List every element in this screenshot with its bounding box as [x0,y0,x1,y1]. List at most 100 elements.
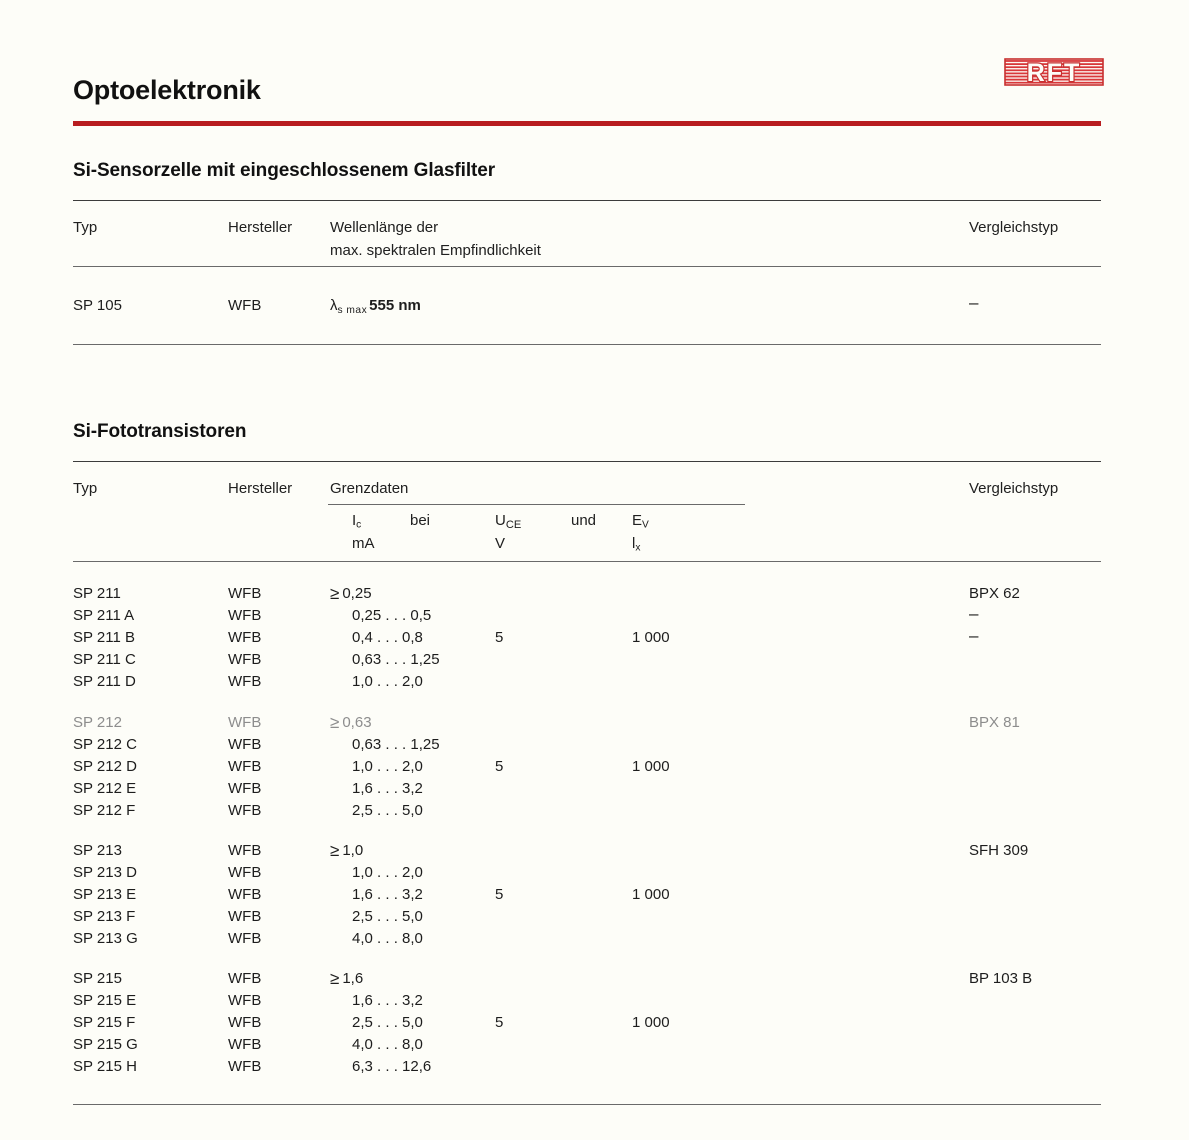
table-row: WFB [228,802,262,819]
lambda-subscript: s max [337,304,368,316]
table2-grenzdaten-rule [328,504,745,505]
table-row: 5 [495,886,504,903]
section-title-sensorzelle: Si-Sensorzelle mit eingeschlossenem Glas… [73,160,496,181]
table1-row-vergleichstyp: – [969,293,979,312]
table-row: WFB [228,736,262,753]
ic-value: 1,0 [342,842,364,859]
table-row: 0,4 . . . 0,8 [352,629,423,646]
table-row: 1 000 [632,886,670,903]
table-row: 1 000 [632,629,670,646]
table-row: SP 211 B [73,629,135,646]
table1-row-wavelength: λs max 555 nm [330,298,421,316]
table1-header-rule [73,266,1101,267]
wavelength-value: 555 nm [369,297,421,314]
table-row: 1 000 [632,1014,670,1031]
ev-symbol: E [632,512,643,529]
table-row: SP 211 D [73,673,136,690]
table-row: SP 212 E [73,780,137,797]
table2-subcol-ev: EV [632,513,649,531]
table1-col-wellenlaenge-line1: Wellenlänge der [330,219,439,236]
table-row: SP 213 G [73,930,138,947]
table2-col-typ: Typ [73,480,98,497]
ic-value: 0,63 [342,714,372,731]
table2-subcol-ic-unit: mA [352,535,375,552]
table-row: SP 215 G [73,1036,138,1053]
table-row: 2,5 . . . 5,0 [352,802,423,819]
ix-symbol: l [632,535,636,552]
table-row: WFB [228,970,262,987]
table2-header-rule [73,561,1101,562]
header-accent-rule [73,121,1101,126]
ix-subscript: x [635,542,641,554]
uce-subscript: CE [505,518,522,531]
table-row: WFB [228,758,262,775]
geq-icon: ≥ [330,713,340,732]
uce-symbol: U [495,512,506,529]
ic-value: 1,6 [342,970,364,987]
table-row: 1,6 . . . 3,2 [352,780,423,797]
table-row: 1,0 . . . 2,0 [352,673,423,690]
table2-subcol-uce: UCE [495,513,521,531]
table-row: SP 212 C [73,736,137,753]
table1-col-vergleichstyp: Vergleichstyp [969,219,1059,236]
table-row: 1,6 . . . 3,2 [352,992,423,1009]
table-row: WFB [228,886,262,903]
table2-subcol-uce-unit: V [495,535,506,552]
table-row: BPX 81 [969,714,1020,731]
table-row: SP 213 D [73,864,137,881]
table-row: SP 213 F [73,908,136,925]
table-row: SP 212 D [73,758,137,775]
table-row: 1,6 . . . 3,2 [352,886,423,903]
table-row: WFB [228,780,262,797]
page-title: Optoelektronik [73,75,261,105]
table-row: WFB [228,842,262,859]
table-row: 1 000 [632,758,670,775]
table1-bottom-rule [73,344,1101,345]
table2-subcol-ic: Ic [352,513,361,531]
table-row: WFB [228,930,262,947]
table-row: 4,0 . . . 8,0 [352,1036,423,1053]
ic-subscript: c [356,519,362,531]
table-row: WFB [228,864,262,881]
table-row: SP 213 E [73,886,137,903]
table-row: – [969,626,979,645]
table-row: SP 215 F [73,1014,136,1031]
svg-text:RFT: RFT [1027,59,1082,87]
table-row: 1,0 . . . 2,0 [352,864,423,881]
table2-subcol-ev-unit: lx [632,536,640,554]
table-row: SP 215 H [73,1058,137,1075]
table-row: 5 [495,758,504,775]
table-row: WFB [228,1058,262,1075]
table2-subcol-bei: bei [410,512,431,529]
table-row: SFH 309 [969,842,1029,859]
section-title-fototransistoren: Si-Fototransistoren [73,421,247,442]
ev-subscript: V [642,519,649,531]
table-row: ≥1,0 [330,842,363,859]
table-row: WFB [228,908,262,925]
table-row: WFB [228,607,262,624]
table1-col-typ: Typ [73,219,98,236]
table-row: WFB [228,1014,262,1031]
table-row: 5 [495,629,504,646]
table-row: ≥0,63 [330,714,372,731]
table-row: 2,5 . . . 5,0 [352,908,423,925]
table-row: SP 211 C [73,651,136,668]
table-row: 0,63 . . . 1,25 [352,651,440,668]
table-row: BP 103 B [969,970,1033,987]
table-row: 2,5 . . . 5,0 [352,1014,423,1031]
geq-icon: ≥ [330,841,340,860]
geq-icon: ≥ [330,584,340,603]
table-row: BPX 62 [969,585,1020,602]
table1-row-typ: SP 105 [73,297,122,314]
svg-text:RFT: RFT [1027,59,1082,87]
table2-bottom-rule [73,1104,1101,1105]
ic-symbol: I [352,512,357,529]
table2-col-hersteller: Hersteller [228,480,293,497]
ic-value: 0,25 [342,585,372,602]
table-row: ≥1,6 [330,970,363,987]
table2-subcol-und: und [571,512,597,529]
table-row: SP 213 [73,842,122,859]
rft-logo: RFT RFT [1004,57,1104,87]
table-row: 1,0 . . . 2,0 [352,758,423,775]
table-row: SP 212 F [73,802,136,819]
